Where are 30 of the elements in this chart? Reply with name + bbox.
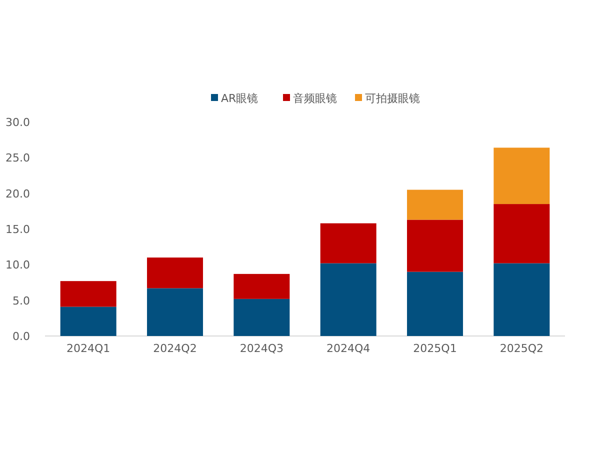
bar	[60, 306, 116, 336]
y-tick-label: 0.0	[12, 330, 30, 343]
bar	[407, 190, 463, 220]
x-tick-label: 2024Q4	[326, 342, 370, 355]
legend-label: 可拍摄眼镜	[365, 92, 420, 105]
x-tick-label: 2024Q3	[240, 342, 284, 355]
bar	[407, 220, 463, 272]
y-tick-label: 10.0	[6, 258, 30, 272]
bar	[234, 298, 290, 336]
legend-label: AR眼镜	[221, 92, 258, 105]
bar	[234, 274, 290, 299]
bar	[494, 204, 550, 264]
bar	[494, 263, 550, 336]
legend-label: 音频眼镜	[293, 92, 337, 105]
bar	[494, 148, 550, 204]
x-tick-label: 2025Q1	[413, 342, 457, 355]
bar	[147, 288, 203, 336]
x-tick-label: 2024Q1	[66, 342, 110, 355]
bar	[147, 258, 203, 288]
y-tick-label: 25.0	[6, 152, 30, 165]
bar	[60, 281, 116, 307]
y-tick-label: 5.0	[12, 294, 30, 308]
y-tick-label: 15.0	[6, 223, 30, 236]
x-tick-label: 2024Q2	[153, 342, 197, 355]
bar	[407, 272, 463, 336]
y-tick-label: 30.0	[6, 116, 30, 129]
y-tick-label: 20.0	[6, 187, 30, 200]
x-tick-label: 2025Q2	[500, 342, 544, 355]
bar	[320, 263, 376, 336]
bar	[320, 223, 376, 264]
